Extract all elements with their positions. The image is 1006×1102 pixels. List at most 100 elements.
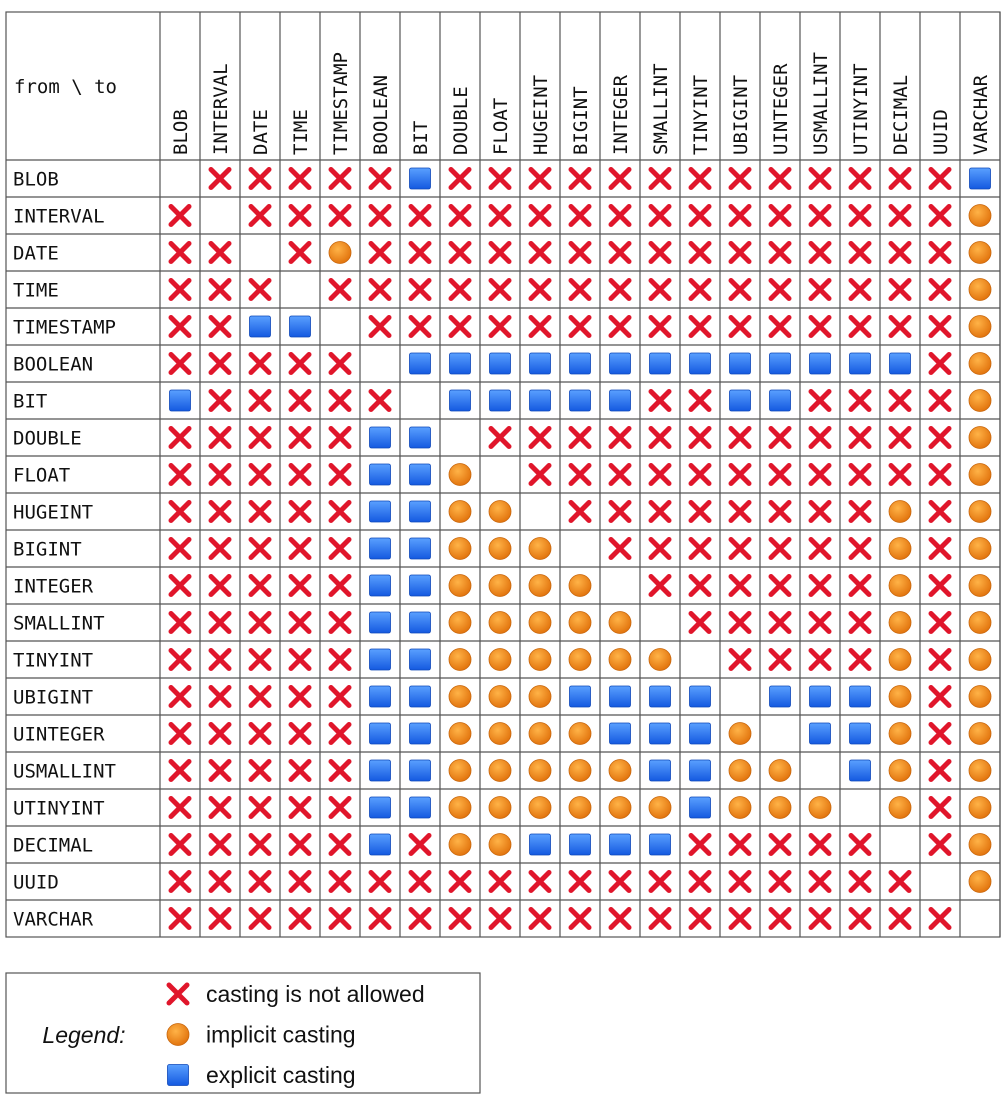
x-stroke (608, 315, 632, 338)
x-stroke (528, 204, 552, 227)
cast-icon-x (328, 167, 352, 190)
orange-dot (448, 537, 472, 560)
x-stroke (208, 907, 232, 930)
blue-square (369, 685, 391, 708)
cast-icon-x (168, 352, 192, 375)
x-stroke (568, 204, 592, 227)
x-stroke (728, 907, 752, 930)
cast-icon-o (968, 611, 992, 634)
x-stroke (448, 315, 472, 338)
x-stroke (168, 870, 192, 893)
orange-dot (528, 796, 552, 819)
cast-icon-o (808, 796, 832, 819)
cast-icon-x (248, 648, 272, 671)
x-stroke (888, 167, 912, 190)
x-stroke (248, 759, 272, 782)
orange-dot (968, 759, 992, 782)
x-stroke (728, 241, 752, 264)
x-stroke (288, 722, 312, 745)
x-stroke (328, 463, 352, 486)
cast-icon-x (288, 685, 312, 708)
cast-icon-x (648, 426, 672, 449)
cast-icon-x (688, 537, 712, 560)
orange-dot (808, 796, 832, 819)
x-stroke (248, 352, 272, 375)
cast-icon-x (648, 315, 672, 338)
x-stroke (648, 204, 672, 227)
column-header: HUGEINT (530, 75, 552, 155)
cast-icon-s (849, 352, 871, 375)
cast-icon-o (968, 759, 992, 782)
orange-dot (488, 685, 512, 708)
orange-dot (968, 833, 992, 856)
cast-icon-x (648, 167, 672, 190)
cast-icon-x (168, 463, 192, 486)
orange-dot (448, 463, 472, 486)
x-stroke (288, 574, 312, 597)
row-header: DECIMAL (13, 835, 93, 857)
blue-square (449, 352, 471, 375)
x-stroke (166, 982, 190, 1006)
x-stroke (808, 648, 832, 671)
cast-icon-x (688, 241, 712, 264)
cast-icon-s (409, 648, 431, 671)
cast-icon-o (968, 833, 992, 856)
cast-icon-x (208, 278, 232, 301)
x-stroke (608, 167, 632, 190)
cast-icon-o (968, 426, 992, 449)
x-stroke (208, 796, 232, 819)
cast-icon-x (166, 982, 190, 1006)
cast-icon-x (848, 204, 872, 227)
x-stroke (568, 278, 592, 301)
cast-icon-x (608, 500, 632, 523)
cast-icon-o (448, 648, 472, 671)
orange-dot (888, 500, 912, 523)
blue-square (529, 833, 551, 856)
cast-icon-x (248, 537, 272, 560)
row-header: INTERVAL (13, 206, 105, 228)
orange-dot (968, 204, 992, 227)
x-stroke (848, 315, 872, 338)
cast-icon-x (328, 833, 352, 856)
x-stroke (608, 907, 632, 930)
x-stroke (848, 611, 872, 634)
x-stroke (728, 611, 752, 634)
x-stroke (328, 537, 352, 560)
cast-icon-o (568, 648, 592, 671)
cast-icon-x (648, 574, 672, 597)
cast-icon-x (648, 537, 672, 560)
cast-icon-o (968, 278, 992, 301)
x-stroke (808, 389, 832, 412)
cast-icon-o (528, 685, 552, 708)
blue-square (369, 833, 391, 856)
cast-icon-o (488, 833, 512, 856)
x-stroke (488, 278, 512, 301)
orange-dot (968, 389, 992, 412)
column-header: TIMESTAMP (330, 52, 352, 155)
cast-icon-o (528, 796, 552, 819)
x-stroke (328, 685, 352, 708)
cast-icon-x (568, 426, 592, 449)
cast-icon-x (488, 241, 512, 264)
x-stroke (888, 278, 912, 301)
x-stroke (928, 500, 952, 523)
cast-icon-x (688, 389, 712, 412)
cast-icon-x (848, 833, 872, 856)
x-stroke (488, 907, 512, 930)
orange-dot (568, 574, 592, 597)
orange-dot (968, 315, 992, 338)
x-stroke (248, 204, 272, 227)
orange-dot (968, 722, 992, 745)
x-stroke (928, 389, 952, 412)
cast-icon-o (488, 648, 512, 671)
row-header: DATE (13, 243, 59, 265)
x-stroke (248, 574, 272, 597)
cast-icon-o (448, 500, 472, 523)
cast-icon-o (568, 611, 592, 634)
cast-icon-x (408, 870, 432, 893)
cast-icon-o (968, 722, 992, 745)
x-stroke (688, 611, 712, 634)
cast-icon-x (888, 278, 912, 301)
x-stroke (768, 833, 792, 856)
cast-icon-x (368, 204, 392, 227)
